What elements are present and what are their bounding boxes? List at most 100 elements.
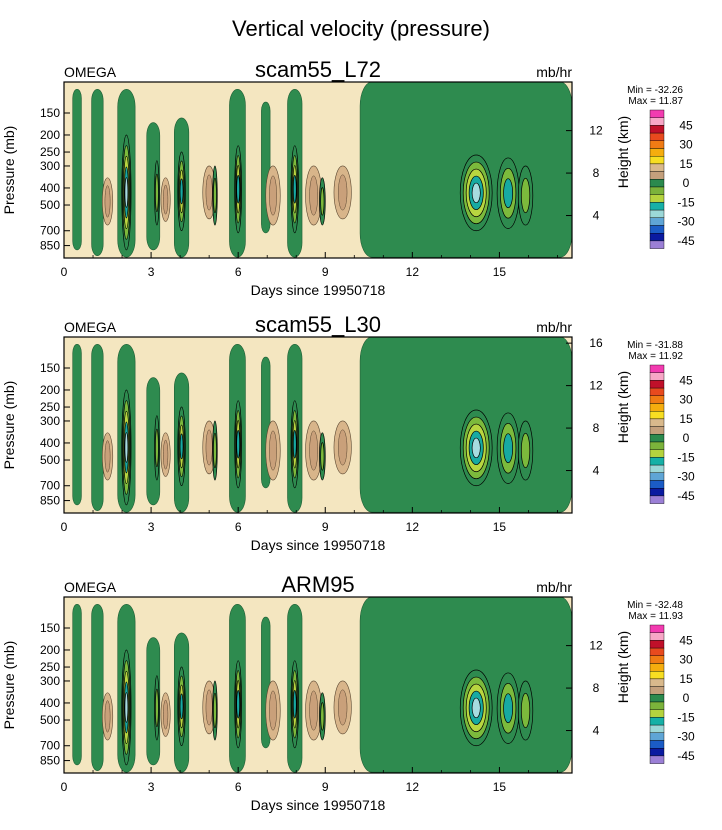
colorbar-swatch [649, 434, 665, 443]
colorbar-label: -15 [677, 710, 695, 724]
contour-band-1 [72, 88, 82, 251]
x-tick-label: 15 [493, 265, 507, 279]
right-tick-label: 12 [589, 124, 603, 138]
contour-column-9-level-2 [213, 432, 217, 469]
panel-left-label: OMEGA [64, 319, 117, 335]
colorbar-swatch [649, 148, 665, 157]
colorbar-swatch [649, 709, 665, 718]
contour-updraft-core-2 [163, 699, 169, 730]
colorbar-label: 45 [679, 118, 693, 132]
contour-column-7-level-2 [520, 177, 531, 214]
colorbar-label: 0 [683, 176, 690, 190]
colorbar-label: 30 [679, 653, 693, 667]
right-tick-label: 8 [593, 166, 600, 180]
y-axis-label: Pressure (mb) [1, 381, 17, 470]
contour-column-9-level-2 [213, 692, 217, 729]
contour-band-1 [72, 603, 82, 766]
y-tick-label: 850 [40, 494, 60, 508]
colorbar-swatch [649, 740, 665, 749]
colorbar-swatch [649, 171, 665, 180]
y-tick-label: 250 [40, 660, 60, 674]
colorbar-swatch [649, 240, 665, 249]
y-tick-label: 400 [40, 696, 60, 710]
colorbar: 45 30 15 0 -15 -30 -45 [649, 624, 695, 764]
contour-column-5-level-5 [471, 437, 481, 459]
panel-units: mb/hr [536, 579, 572, 595]
stat-max: Max = 11.92 [628, 351, 683, 362]
contour-column-1-level-5 [124, 177, 129, 208]
x-tick-label: 9 [322, 265, 329, 279]
right-tick-label: 16 [589, 336, 603, 350]
colorbar-swatch [649, 640, 665, 649]
contour-column-3-level-4 [236, 175, 241, 204]
colorbar-label: 15 [679, 412, 693, 426]
y-axis-label: Pressure (mb) [1, 641, 17, 730]
stat-min: Min = -32.48 [627, 600, 683, 611]
plot-frame [63, 81, 573, 259]
x-tick-label: 9 [322, 780, 329, 794]
contour-column-2-level-4 [179, 433, 184, 460]
contour-band-2 [91, 343, 104, 511]
y-tick-label: 700 [40, 739, 60, 753]
colorbar-swatch [649, 717, 665, 726]
right-tick-label: 8 [593, 421, 600, 435]
contour-band-1 [72, 343, 82, 506]
colorbar-swatch [649, 495, 665, 504]
colorbar-swatch [649, 163, 665, 172]
contour-column-9-level-2 [213, 177, 217, 214]
panel-title: scam55_L72 [255, 57, 381, 82]
contour-updraft-core-1 [104, 185, 111, 218]
colorbar-swatch [649, 426, 665, 435]
contour-field [72, 337, 572, 513]
y-tick-label: 300 [40, 414, 60, 428]
colorbar-swatch [649, 209, 665, 219]
contour-updraft-core-6 [338, 689, 348, 726]
colorbar-swatch [649, 232, 665, 242]
contour-column-7-level-2 [520, 432, 531, 469]
colorbar-swatch [649, 624, 665, 633]
right-tick-label: 12 [589, 379, 603, 393]
colorbar-label: 30 [679, 393, 693, 407]
contour-column-1-level-5 [124, 432, 129, 463]
panel-units: mb/hr [536, 64, 572, 80]
colorbar-swatch [649, 701, 665, 710]
colorbar-swatch [649, 686, 665, 695]
x-tick-label: 0 [61, 265, 68, 279]
colorbar-label: -30 [677, 730, 695, 744]
panel-2: OMEGA scam55_L30 mb/hr15020025030040050070… [1, 312, 695, 553]
contour-updraft-core-6 [338, 174, 348, 211]
y-tick-label: 150 [40, 106, 60, 120]
colorbar-swatch [649, 380, 665, 389]
colorbar-swatch [649, 694, 665, 703]
x-tick-label: 6 [235, 520, 242, 534]
right-tick-label: 4 [593, 209, 600, 223]
y-tick-label: 850 [40, 754, 60, 768]
contour-band-2 [91, 88, 104, 256]
x-tick-label: 6 [235, 780, 242, 794]
panel-left-label: OMEGA [64, 64, 117, 80]
colorbar-swatch [649, 395, 665, 404]
colorbar-swatch [649, 364, 665, 373]
contour-updraft-core-3 [205, 429, 213, 466]
y-tick-label: 200 [40, 643, 60, 657]
colorbar-swatch [649, 194, 665, 203]
colorbar-swatch [649, 647, 665, 656]
contour-field [72, 597, 572, 773]
colorbar-swatch [649, 663, 665, 672]
colorbar-swatch [649, 140, 665, 149]
x-tick-label: 6 [235, 265, 242, 279]
x-tick-label: 15 [493, 520, 507, 534]
colorbar-label: 45 [679, 373, 693, 387]
x-tick-label: 3 [148, 265, 155, 279]
x-tick-label: 9 [322, 520, 329, 534]
contour-band-2 [91, 603, 104, 771]
contour-updraft-core-5 [309, 690, 318, 731]
x-tick-label: 12 [406, 520, 420, 534]
colorbar-swatch [649, 678, 665, 687]
colorbar-swatch [649, 724, 665, 733]
panel-title: ARM95 [281, 572, 354, 597]
contour-column-3-level-4 [236, 430, 241, 459]
x-axis-label: Days since 19950718 [251, 537, 386, 553]
colorbar-swatch [649, 109, 665, 118]
